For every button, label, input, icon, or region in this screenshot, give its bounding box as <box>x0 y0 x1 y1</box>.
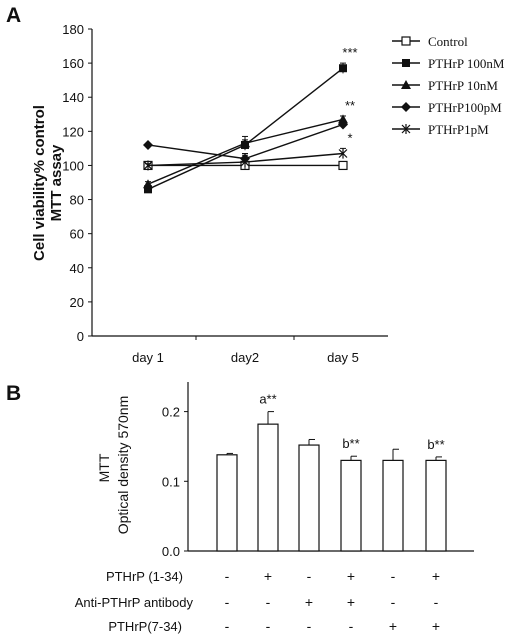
x-tick-label: day 1 <box>132 350 164 365</box>
condition-label: Anti-PTHrP antibody <box>75 595 194 610</box>
significance-label: *** <box>342 45 357 60</box>
y-tick-label: 180 <box>62 22 84 37</box>
y-tick-label: 60 <box>70 227 84 242</box>
condition-symbol: - <box>391 594 396 610</box>
condition-symbol: - <box>225 568 230 584</box>
data-point <box>143 179 153 189</box>
data-point <box>338 160 348 171</box>
bar <box>298 444 320 552</box>
y-axis-label-bottom: Optical density 570nm <box>115 396 131 535</box>
significance-label: a** <box>259 392 276 407</box>
y-tick-label: 120 <box>62 124 84 139</box>
line-chart-panel-a: 0 20 40 60 80 100 120 140 160 180 day 1 day2 day 5 Ce… <box>31 22 505 365</box>
legend-marker <box>401 124 411 134</box>
data-point <box>338 119 348 130</box>
y-tick-label: 80 <box>70 193 84 208</box>
legend-label: PTHrP100pM <box>428 100 502 115</box>
condition-symbol: + <box>432 568 440 584</box>
legend-label: PTHrP 100nM <box>428 56 505 71</box>
legend-marker <box>401 36 411 46</box>
condition-symbol: - <box>307 618 312 634</box>
y-axis-label-line: MTT assay <box>48 144 65 221</box>
x-tick-label: day2 <box>231 350 259 365</box>
y-tick-label: 0.1 <box>162 474 180 489</box>
condition-symbol: - <box>266 594 271 610</box>
significance-label: * <box>347 130 352 145</box>
condition-symbol: - <box>307 568 312 584</box>
y-axis-label-line: Cell viability% control <box>31 105 48 261</box>
condition-symbol: - <box>434 594 439 610</box>
legend-marker <box>401 102 411 112</box>
panel-b-label: B <box>6 382 21 405</box>
condition-label: PTHrP(7-34) <box>108 619 182 634</box>
significance-label: b** <box>342 436 359 451</box>
bar <box>257 423 279 552</box>
condition-symbol: + <box>347 568 355 584</box>
data-point <box>240 138 250 148</box>
condition-symbol: + <box>264 568 272 584</box>
y-tick-label: 0 <box>77 329 84 344</box>
condition-symbol: - <box>349 618 354 634</box>
condition-symbol: - <box>225 618 230 634</box>
data-point <box>338 148 348 159</box>
y-tick-label: 140 <box>62 90 84 105</box>
significance-label: ** <box>345 98 355 113</box>
condition-symbol: + <box>347 594 355 610</box>
y-axis-label-top: MTT <box>96 453 112 482</box>
data-point <box>143 160 153 171</box>
legend-label: PTHrP1pM <box>428 122 489 137</box>
legend-label: Control <box>428 34 468 49</box>
data-point <box>144 185 152 194</box>
bar <box>340 459 362 552</box>
panel-a-label: A <box>6 4 21 27</box>
y-tick-label: 0.2 <box>162 405 180 420</box>
y-tick-label: 40 <box>70 261 84 276</box>
data-point <box>143 139 153 150</box>
bar-chart-panel-b: 0.0 0.1 0.2 MTT Optical density 570nm a** b** b… <box>75 382 474 634</box>
condition-symbol: + <box>305 594 313 610</box>
significance-label: b** <box>427 437 444 452</box>
condition-symbol: + <box>389 618 397 634</box>
bar <box>382 459 404 552</box>
condition-symbol: - <box>225 594 230 610</box>
y-tick-label: 100 <box>62 158 84 173</box>
condition-symbol: - <box>266 618 271 634</box>
data-point <box>240 157 250 168</box>
legend-marker <box>401 80 411 89</box>
series-line <box>147 118 344 185</box>
x-tick-label: day 5 <box>327 350 359 365</box>
legend-label: PTHrP 10nM <box>428 78 498 93</box>
bar <box>425 459 447 552</box>
y-tick-label: 160 <box>62 56 84 71</box>
y-tick-label: 20 <box>70 295 84 310</box>
y-tick-label: 0.0 <box>162 544 180 559</box>
data-point <box>339 64 347 73</box>
legend-marker <box>402 59 410 67</box>
bar <box>216 454 238 552</box>
y-axis-label: Cell viability% controlMTT assay <box>31 105 65 261</box>
condition-symbol: + <box>432 618 440 634</box>
condition-label: PTHrP (1-34) <box>106 569 183 584</box>
condition-symbol: - <box>391 568 396 584</box>
